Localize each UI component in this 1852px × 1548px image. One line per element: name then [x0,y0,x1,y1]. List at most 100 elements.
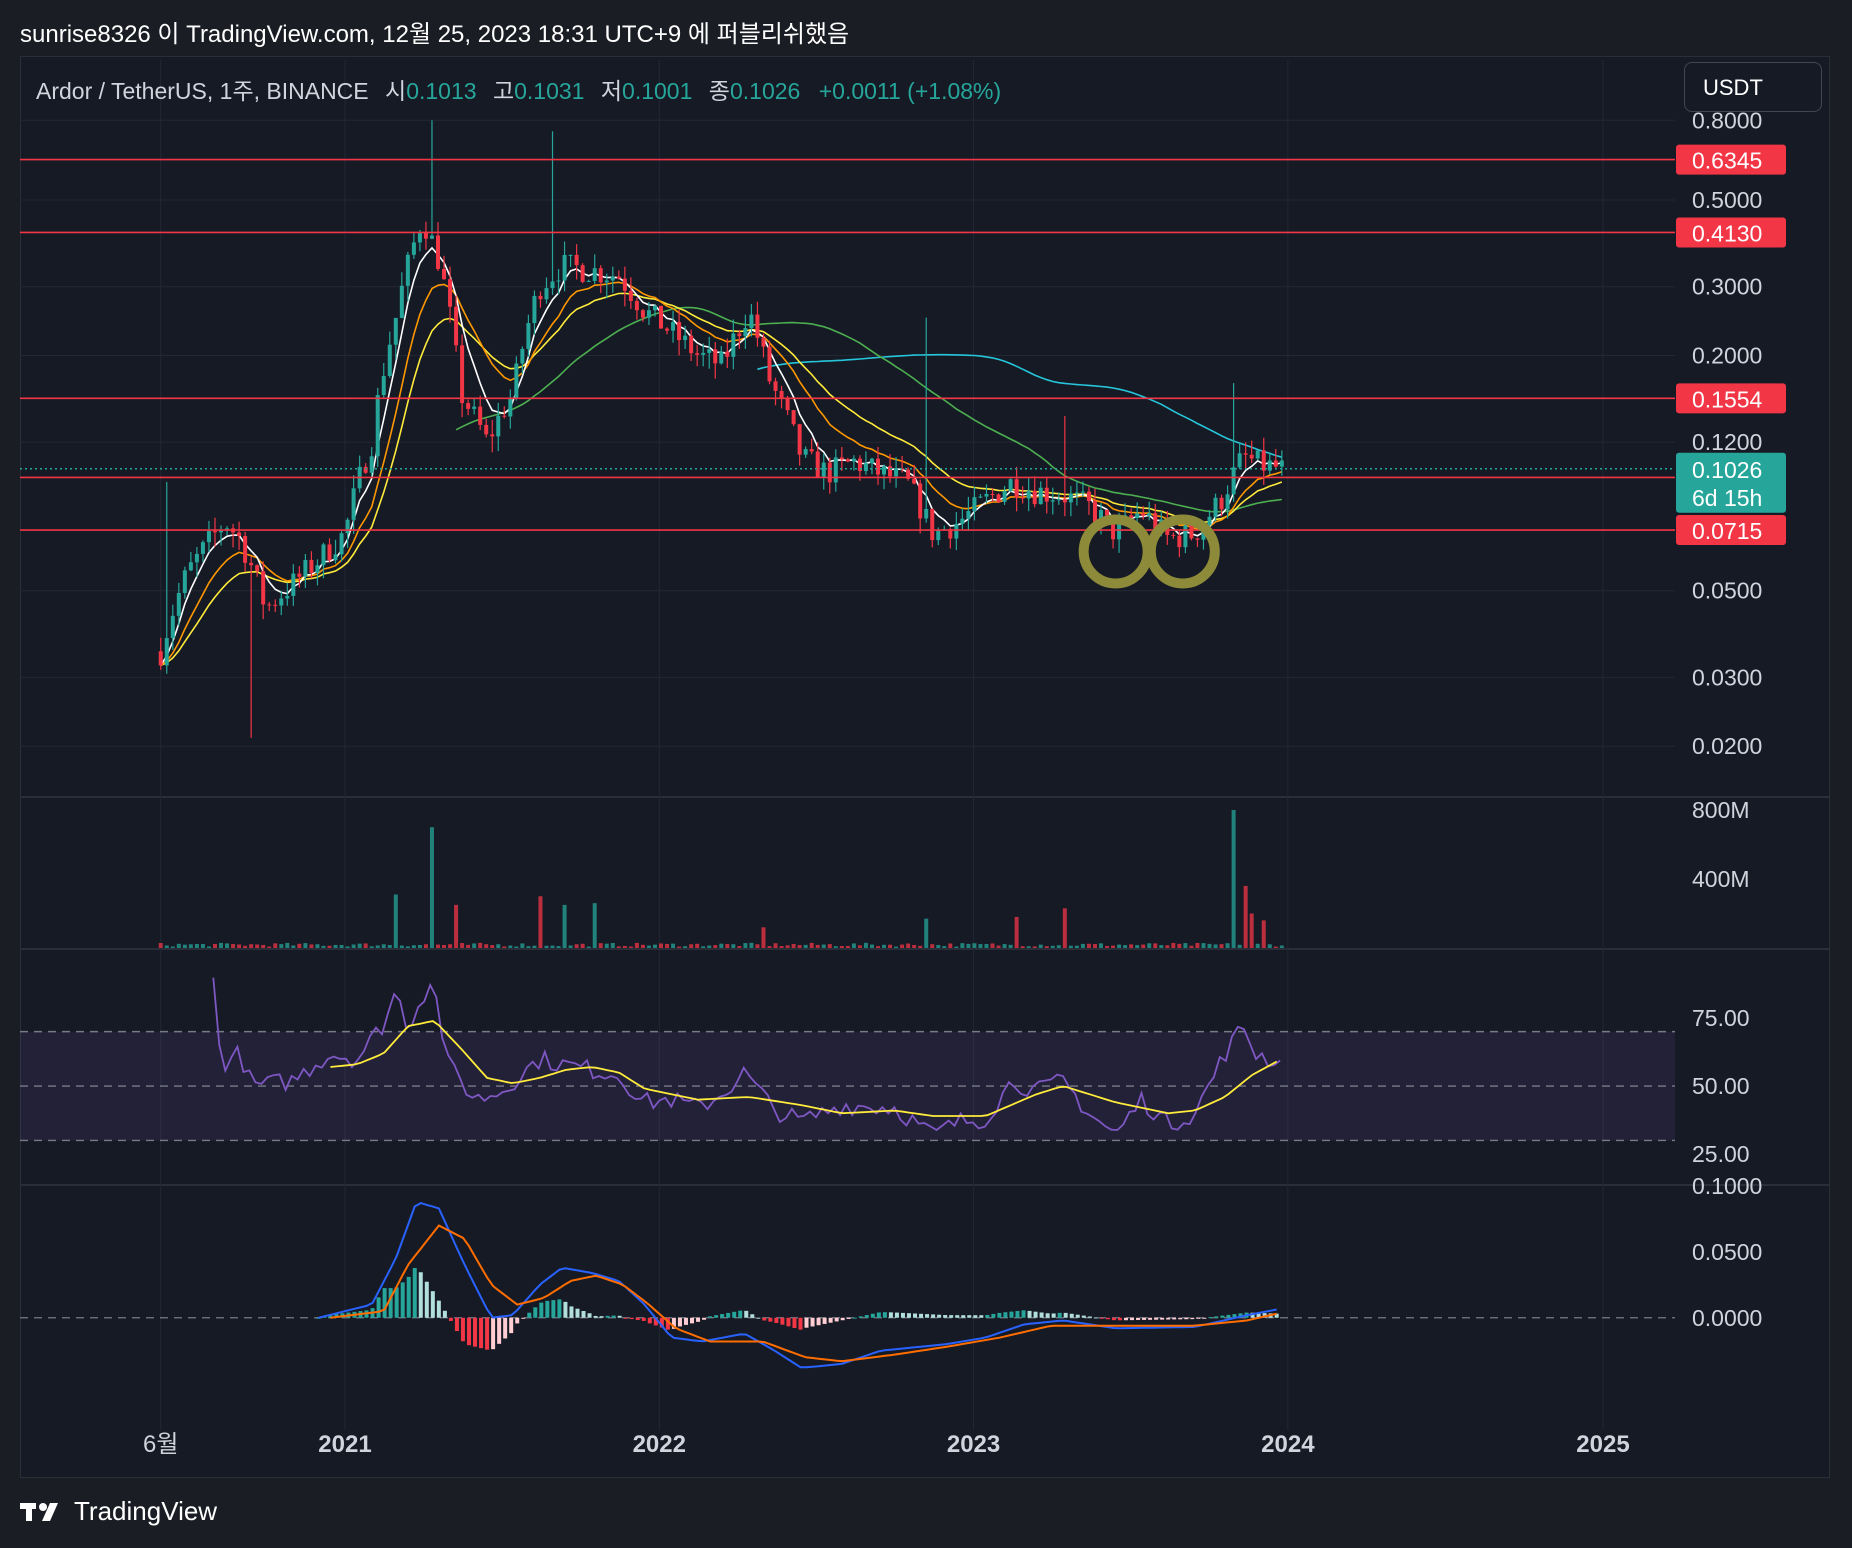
signal-line [330,1224,1277,1363]
candle-body [604,280,609,283]
volume-bar [731,944,736,948]
level-label: 0.4130 [1692,220,1762,246]
macd-histogram-bar [376,1297,381,1318]
volume-bar [1171,942,1176,948]
macd-tick-label: 0.0000 [1692,1305,1762,1331]
macd-histogram-bar [1111,1317,1116,1321]
level-label-bg [1676,144,1786,175]
symbol-title[interactable]: Ardor / TetherUS, 1주, BINANCE [36,78,369,104]
macd-histogram-bar [1027,1310,1032,1318]
candle-body [442,268,447,280]
candle-body [948,528,953,539]
volume-bar [375,945,380,948]
macd-histogram-bar [1154,1317,1159,1320]
publisher-attribution: sunrise8326 이 TradingView.com, 12월 25, 2… [20,21,850,48]
ema_fast-line [160,246,1282,666]
volume-bar [1267,944,1272,948]
candle-body [1062,499,1067,503]
candle-body [592,268,597,281]
macd-histogram-bar [1130,1317,1135,1321]
candle-body [845,459,850,462]
volume-bar [369,946,374,948]
volume-bar [496,944,501,948]
last-price-label-bg [1676,452,1786,513]
currency-button[interactable]: USDT [1684,62,1822,112]
volume-bar [990,943,995,948]
candle-body [773,381,778,391]
volume-bar [1141,944,1146,948]
candle-body [930,508,935,541]
volume-bar [1105,945,1110,948]
macd-histogram-bar [768,1317,773,1322]
volume-bar [1183,943,1188,948]
volume-bar [200,944,205,948]
candle-body [875,458,880,475]
brand-name: TradingView [74,1496,218,1526]
candle-body [900,468,905,470]
candle-body [556,280,561,282]
macd-histogram-bar [527,1312,532,1318]
macd-histogram-bar [466,1317,471,1346]
candle-body [695,353,700,355]
volume-bar [188,944,193,948]
price-tick-label: 0.1200 [1692,429,1762,455]
candle-body [435,235,440,269]
macd-histogram-bar [424,1281,429,1318]
candle-body [791,410,796,425]
macd-histogram-bar [491,1317,496,1350]
level-label: 0.0715 [1692,518,1762,544]
candle-body [1231,467,1236,495]
low-value: 0.1001 [622,78,693,104]
macd-histogram-bar [882,1312,887,1318]
candle-body [194,553,199,563]
macd-histogram-bar [943,1315,948,1318]
candle-body [1267,460,1272,471]
volume-bar [972,943,977,948]
macd-histogram-bar [931,1314,936,1318]
volume-bar [1129,944,1134,948]
candle-body [261,571,266,605]
level-label-bg [1676,515,1786,546]
candle-body [1008,479,1013,492]
volume-bar [333,944,338,948]
macd-histogram-bar [798,1317,803,1330]
candle-body [273,604,278,606]
volume-bar [267,946,272,948]
macd-histogram-bar [1214,1316,1219,1318]
candle-body [279,598,284,606]
macd-histogram-bar [316,1317,321,1319]
macd-histogram-bar [973,1315,978,1318]
volume-bar [526,946,531,948]
macd-histogram-bar [985,1314,990,1318]
candle-body [315,565,320,573]
macd-histogram-bar [925,1314,930,1318]
macd-histogram-bar [828,1317,833,1323]
volume-bar [622,945,627,948]
candle-body [1279,460,1284,467]
volume-bar [719,943,724,948]
macd-tick-label: 0.1000 [1692,1173,1762,1199]
macd-histogram-bar [436,1300,441,1318]
candle-body [1195,538,1200,540]
candle-body [176,592,181,616]
candle-body [906,469,911,479]
macd-histogram-bar [1057,1312,1062,1318]
candle-body [1068,493,1073,503]
volume-bar [815,944,820,948]
footer-brand[interactable]: TradingView [20,1496,217,1527]
volume-bar [261,944,266,948]
volume-bar [936,944,941,948]
candle-body [170,615,175,639]
candle-body [1074,492,1079,494]
volume-bar [707,945,712,948]
volume-bar [713,945,718,948]
macd-histogram-bar [1093,1317,1098,1319]
candle-body [1026,490,1031,499]
chart-frame[interactable] [20,56,1830,1478]
volume-bar [942,946,947,948]
macd-histogram-bar [774,1317,779,1324]
symbol-legend: Ardor / TetherUS, 1주, BINANCE 시0.1013 고0… [36,72,1001,106]
volume-bar [345,946,350,948]
macd-histogram-bar [400,1282,405,1318]
